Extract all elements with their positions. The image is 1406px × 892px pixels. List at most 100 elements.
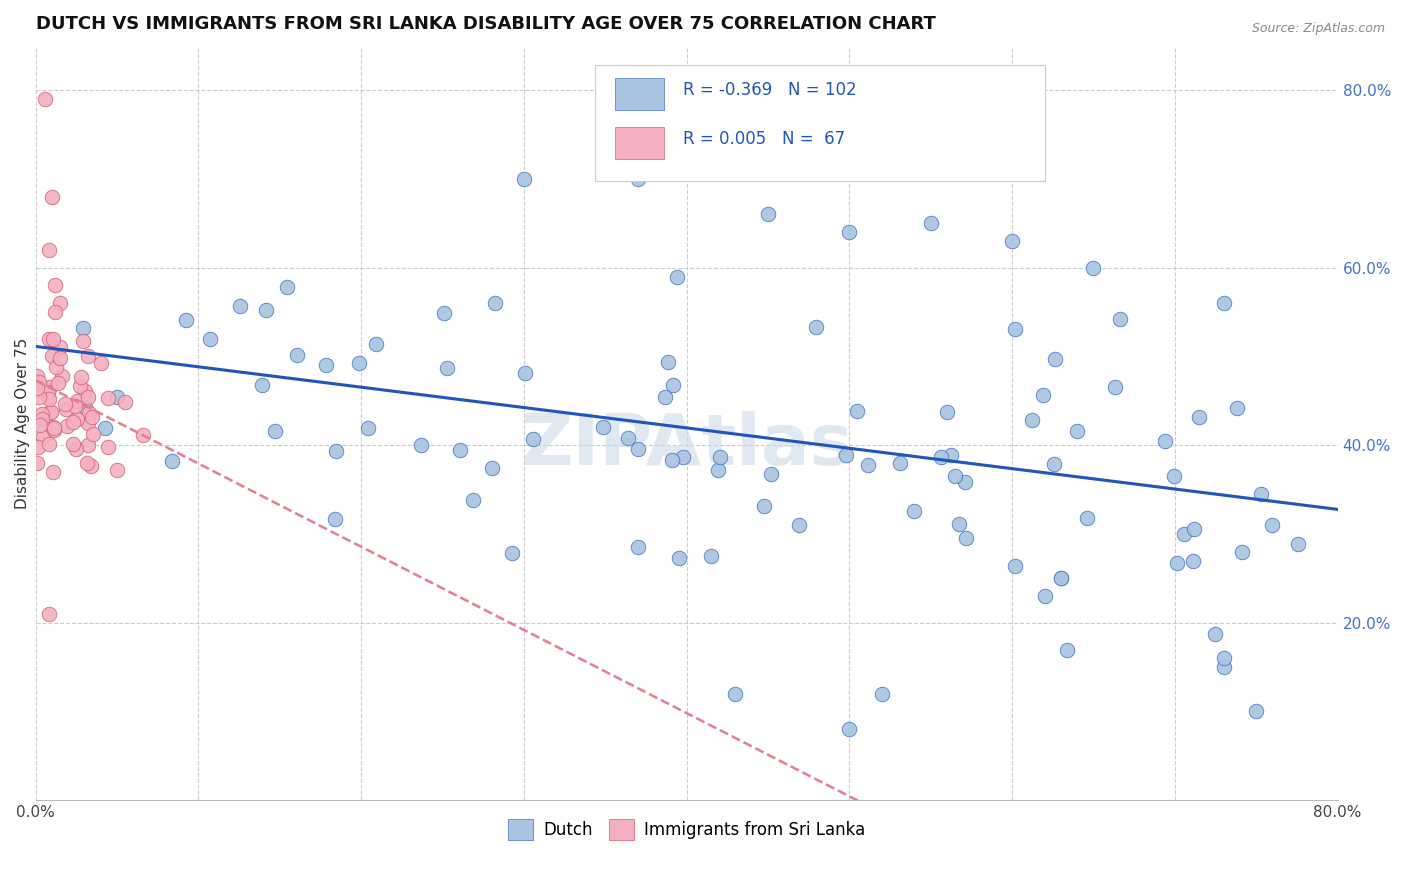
- Point: [1232, 545, 1254, 559]
- Point: [461, 493, 484, 508]
- Point: [1001, 234, 1024, 248]
- Point: [77, 406, 100, 420]
- Point: [315, 358, 337, 372]
- Point: [34, 412, 56, 426]
- Point: [357, 420, 380, 434]
- Point: [72, 334, 94, 348]
- Point: [38, 243, 60, 257]
- Point: [75, 400, 97, 414]
- Point: [672, 450, 695, 464]
- Point: [870, 687, 893, 701]
- Point: [1043, 352, 1066, 367]
- Text: DUTCH VS IMMIGRANTS FROM SRI LANKA DISABILITY AGE OVER 75 CORRELATION CHART: DUTCH VS IMMIGRANTS FROM SRI LANKA DISAB…: [35, 15, 935, 33]
- Point: [39, 405, 62, 419]
- Point: [276, 280, 298, 294]
- Point: [1043, 458, 1066, 472]
- Point: [27, 440, 49, 454]
- Point: [668, 551, 690, 566]
- Point: [176, 312, 198, 326]
- Point: [1050, 571, 1073, 585]
- Point: [1244, 705, 1267, 719]
- Point: [889, 456, 911, 470]
- Point: [105, 390, 128, 404]
- FancyBboxPatch shape: [596, 64, 1045, 181]
- Point: [65, 442, 87, 457]
- Point: [42, 421, 65, 435]
- Point: [31, 430, 53, 444]
- Point: [160, 454, 183, 468]
- Point: [484, 295, 506, 310]
- Point: [939, 448, 962, 462]
- Point: [66, 394, 89, 409]
- Point: [501, 546, 523, 560]
- Point: [97, 391, 120, 405]
- Point: [953, 475, 976, 490]
- Point: [627, 171, 650, 186]
- Point: [707, 463, 730, 477]
- Point: [929, 450, 952, 464]
- Point: [285, 348, 308, 362]
- Point: [41, 350, 63, 364]
- Point: [76, 457, 98, 471]
- Point: [838, 225, 860, 239]
- Point: [53, 397, 76, 411]
- Point: [49, 296, 72, 310]
- Point: [72, 320, 94, 334]
- Point: [76, 390, 98, 404]
- Point: [90, 356, 112, 370]
- Point: [39, 405, 62, 419]
- Point: [661, 453, 683, 467]
- Point: [724, 687, 747, 701]
- Point: [948, 516, 970, 531]
- Point: [80, 458, 103, 473]
- Point: [198, 332, 221, 346]
- Point: [38, 392, 60, 407]
- Point: [114, 395, 136, 409]
- Point: [38, 332, 60, 346]
- Point: [936, 404, 959, 418]
- Point: [838, 722, 860, 736]
- Point: [132, 428, 155, 442]
- Point: [1163, 469, 1185, 483]
- Point: [1173, 527, 1195, 541]
- Point: [42, 465, 65, 479]
- Point: [97, 440, 120, 454]
- Point: [44, 305, 66, 319]
- Point: [264, 424, 287, 438]
- Bar: [614, 128, 665, 159]
- Point: [34, 92, 56, 106]
- Point: [592, 420, 614, 434]
- Point: [1212, 660, 1234, 674]
- Point: [49, 351, 72, 365]
- Point: [37, 384, 59, 399]
- Point: [1032, 387, 1054, 401]
- Point: [76, 350, 98, 364]
- Point: [347, 356, 370, 370]
- Point: [73, 384, 96, 398]
- Point: [25, 381, 48, 395]
- Point: [513, 366, 536, 380]
- Point: [513, 171, 536, 186]
- Point: [1204, 626, 1226, 640]
- Point: [409, 438, 432, 452]
- Point: [754, 499, 776, 513]
- Point: [25, 369, 48, 384]
- Point: [1250, 487, 1272, 501]
- Text: R = -0.369   N = 102: R = -0.369 N = 102: [683, 81, 856, 99]
- Point: [835, 448, 858, 462]
- Point: [28, 390, 51, 404]
- Bar: [614, 78, 665, 110]
- Point: [63, 399, 86, 413]
- Point: [627, 442, 650, 457]
- Y-axis label: Disability Age Over 75: Disability Age Over 75: [15, 337, 30, 508]
- Point: [38, 607, 60, 621]
- Legend: Dutch, Immigrants from Sri Lanka: Dutch, Immigrants from Sri Lanka: [501, 813, 872, 847]
- Point: [46, 376, 69, 390]
- Point: [41, 189, 63, 203]
- Point: [55, 402, 77, 417]
- Point: [254, 303, 277, 318]
- Point: [920, 216, 942, 230]
- Point: [920, 154, 942, 169]
- Point: [25, 456, 48, 470]
- Point: [1182, 554, 1205, 568]
